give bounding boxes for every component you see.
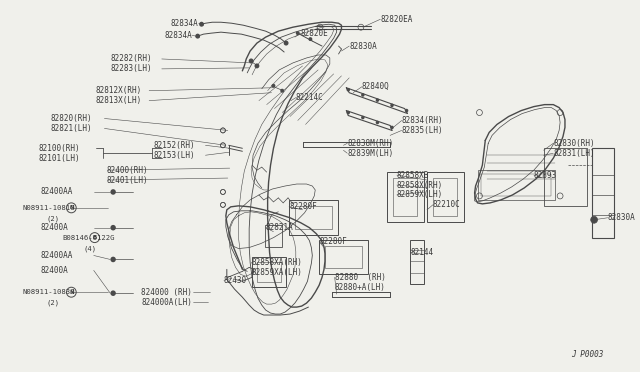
Text: 82858XA(RH): 82858XA(RH) (251, 258, 302, 267)
Bar (289, 200, 337, 235)
Circle shape (591, 216, 598, 223)
Text: 82400A: 82400A (40, 266, 68, 275)
Text: 82812X(RH): 82812X(RH) (95, 86, 142, 95)
Text: 82830A: 82830A (608, 213, 636, 222)
Circle shape (111, 189, 116, 195)
Bar (477, 170, 556, 200)
Bar (427, 172, 464, 222)
Circle shape (376, 98, 379, 102)
Bar (543, 148, 588, 206)
Text: 82821(LH): 82821(LH) (51, 124, 93, 133)
Text: 82280F: 82280F (319, 237, 347, 246)
Text: 824000A(LH): 824000A(LH) (141, 298, 192, 307)
Text: B: B (93, 235, 97, 240)
Text: 82101(LH): 82101(LH) (38, 154, 80, 163)
Circle shape (390, 103, 394, 107)
Text: 82839M(LH): 82839M(LH) (348, 149, 394, 158)
Bar (433, 178, 457, 216)
Text: (4): (4) (83, 245, 96, 252)
Text: 82280F: 82280F (289, 202, 317, 211)
Text: B08146-6122G: B08146-6122G (63, 235, 115, 241)
Bar (319, 240, 368, 274)
Bar (481, 174, 551, 196)
Text: 82834A: 82834A (171, 19, 198, 28)
Text: J P0003: J P0003 (572, 350, 604, 359)
Bar (265, 225, 282, 247)
Text: N08911-10837: N08911-10837 (23, 289, 76, 295)
Circle shape (111, 291, 116, 296)
Text: 82400AA: 82400AA (40, 187, 72, 196)
Bar (325, 246, 362, 268)
Text: (2): (2) (46, 215, 60, 222)
Circle shape (199, 22, 204, 27)
Text: 82893: 82893 (534, 171, 557, 180)
Circle shape (249, 58, 253, 63)
Text: 82214C: 82214C (296, 93, 324, 102)
Bar (410, 240, 424, 284)
Text: 82282(RH): 82282(RH) (110, 54, 152, 64)
Text: 82153(LH): 82153(LH) (154, 151, 196, 160)
Text: 82813X(LH): 82813X(LH) (95, 96, 142, 105)
Text: 82283(LH): 82283(LH) (110, 64, 152, 73)
Text: 82401(LH): 82401(LH) (106, 176, 148, 185)
Text: 82859XA(LH): 82859XA(LH) (251, 268, 302, 277)
Circle shape (280, 89, 284, 93)
Bar (295, 206, 332, 229)
Bar (592, 148, 614, 238)
Text: 82820EA: 82820EA (380, 15, 413, 24)
Circle shape (361, 116, 365, 119)
Text: 82831(LH): 82831(LH) (554, 149, 595, 158)
Bar (252, 257, 286, 287)
Circle shape (308, 37, 312, 41)
Text: 82880  (RH): 82880 (RH) (335, 273, 385, 282)
Circle shape (346, 88, 350, 92)
Circle shape (361, 93, 365, 97)
Text: 82830(RH): 82830(RH) (554, 139, 595, 148)
Text: N: N (69, 290, 74, 295)
Text: 82858X(RH): 82858X(RH) (397, 180, 443, 189)
Text: 82400A: 82400A (40, 223, 68, 232)
Text: 82835(LH): 82835(LH) (402, 126, 444, 135)
Text: 82430: 82430 (224, 276, 247, 285)
Bar (393, 178, 417, 216)
Text: N: N (69, 205, 74, 210)
Circle shape (195, 33, 200, 39)
Text: 82880+A(LH): 82880+A(LH) (335, 283, 385, 292)
Bar (257, 262, 281, 282)
Text: 82210C: 82210C (433, 201, 461, 209)
Text: 82400(RH): 82400(RH) (106, 166, 148, 174)
Text: (2): (2) (46, 300, 60, 307)
Circle shape (390, 126, 394, 129)
Circle shape (255, 63, 259, 68)
Text: 82100(RH): 82100(RH) (38, 144, 80, 153)
Text: 82830A: 82830A (349, 42, 377, 51)
Circle shape (271, 84, 275, 88)
Text: 82834(RH): 82834(RH) (402, 116, 444, 125)
Circle shape (376, 121, 379, 124)
Bar (387, 172, 424, 222)
Circle shape (111, 257, 116, 262)
Text: 82820E: 82820E (301, 29, 328, 38)
Circle shape (346, 111, 350, 114)
Text: 82834A: 82834A (164, 31, 192, 40)
Text: N08911-1081G: N08911-1081G (23, 205, 76, 211)
Text: 82838M(RH): 82838M(RH) (348, 139, 394, 148)
Text: 82820(RH): 82820(RH) (51, 114, 93, 123)
Circle shape (405, 109, 408, 112)
Circle shape (284, 41, 289, 45)
Text: 82858XB: 82858XB (397, 171, 429, 180)
Circle shape (296, 31, 300, 35)
Text: 824000 (RH): 824000 (RH) (141, 288, 192, 297)
Text: 82840Q: 82840Q (362, 82, 390, 91)
Text: 82400AA: 82400AA (40, 251, 72, 260)
Text: 82152(RH): 82152(RH) (154, 141, 196, 150)
Text: 82859X(LH): 82859X(LH) (397, 190, 443, 199)
Text: 82144: 82144 (410, 248, 433, 257)
Text: 82821A: 82821A (266, 223, 293, 232)
Circle shape (111, 225, 116, 231)
